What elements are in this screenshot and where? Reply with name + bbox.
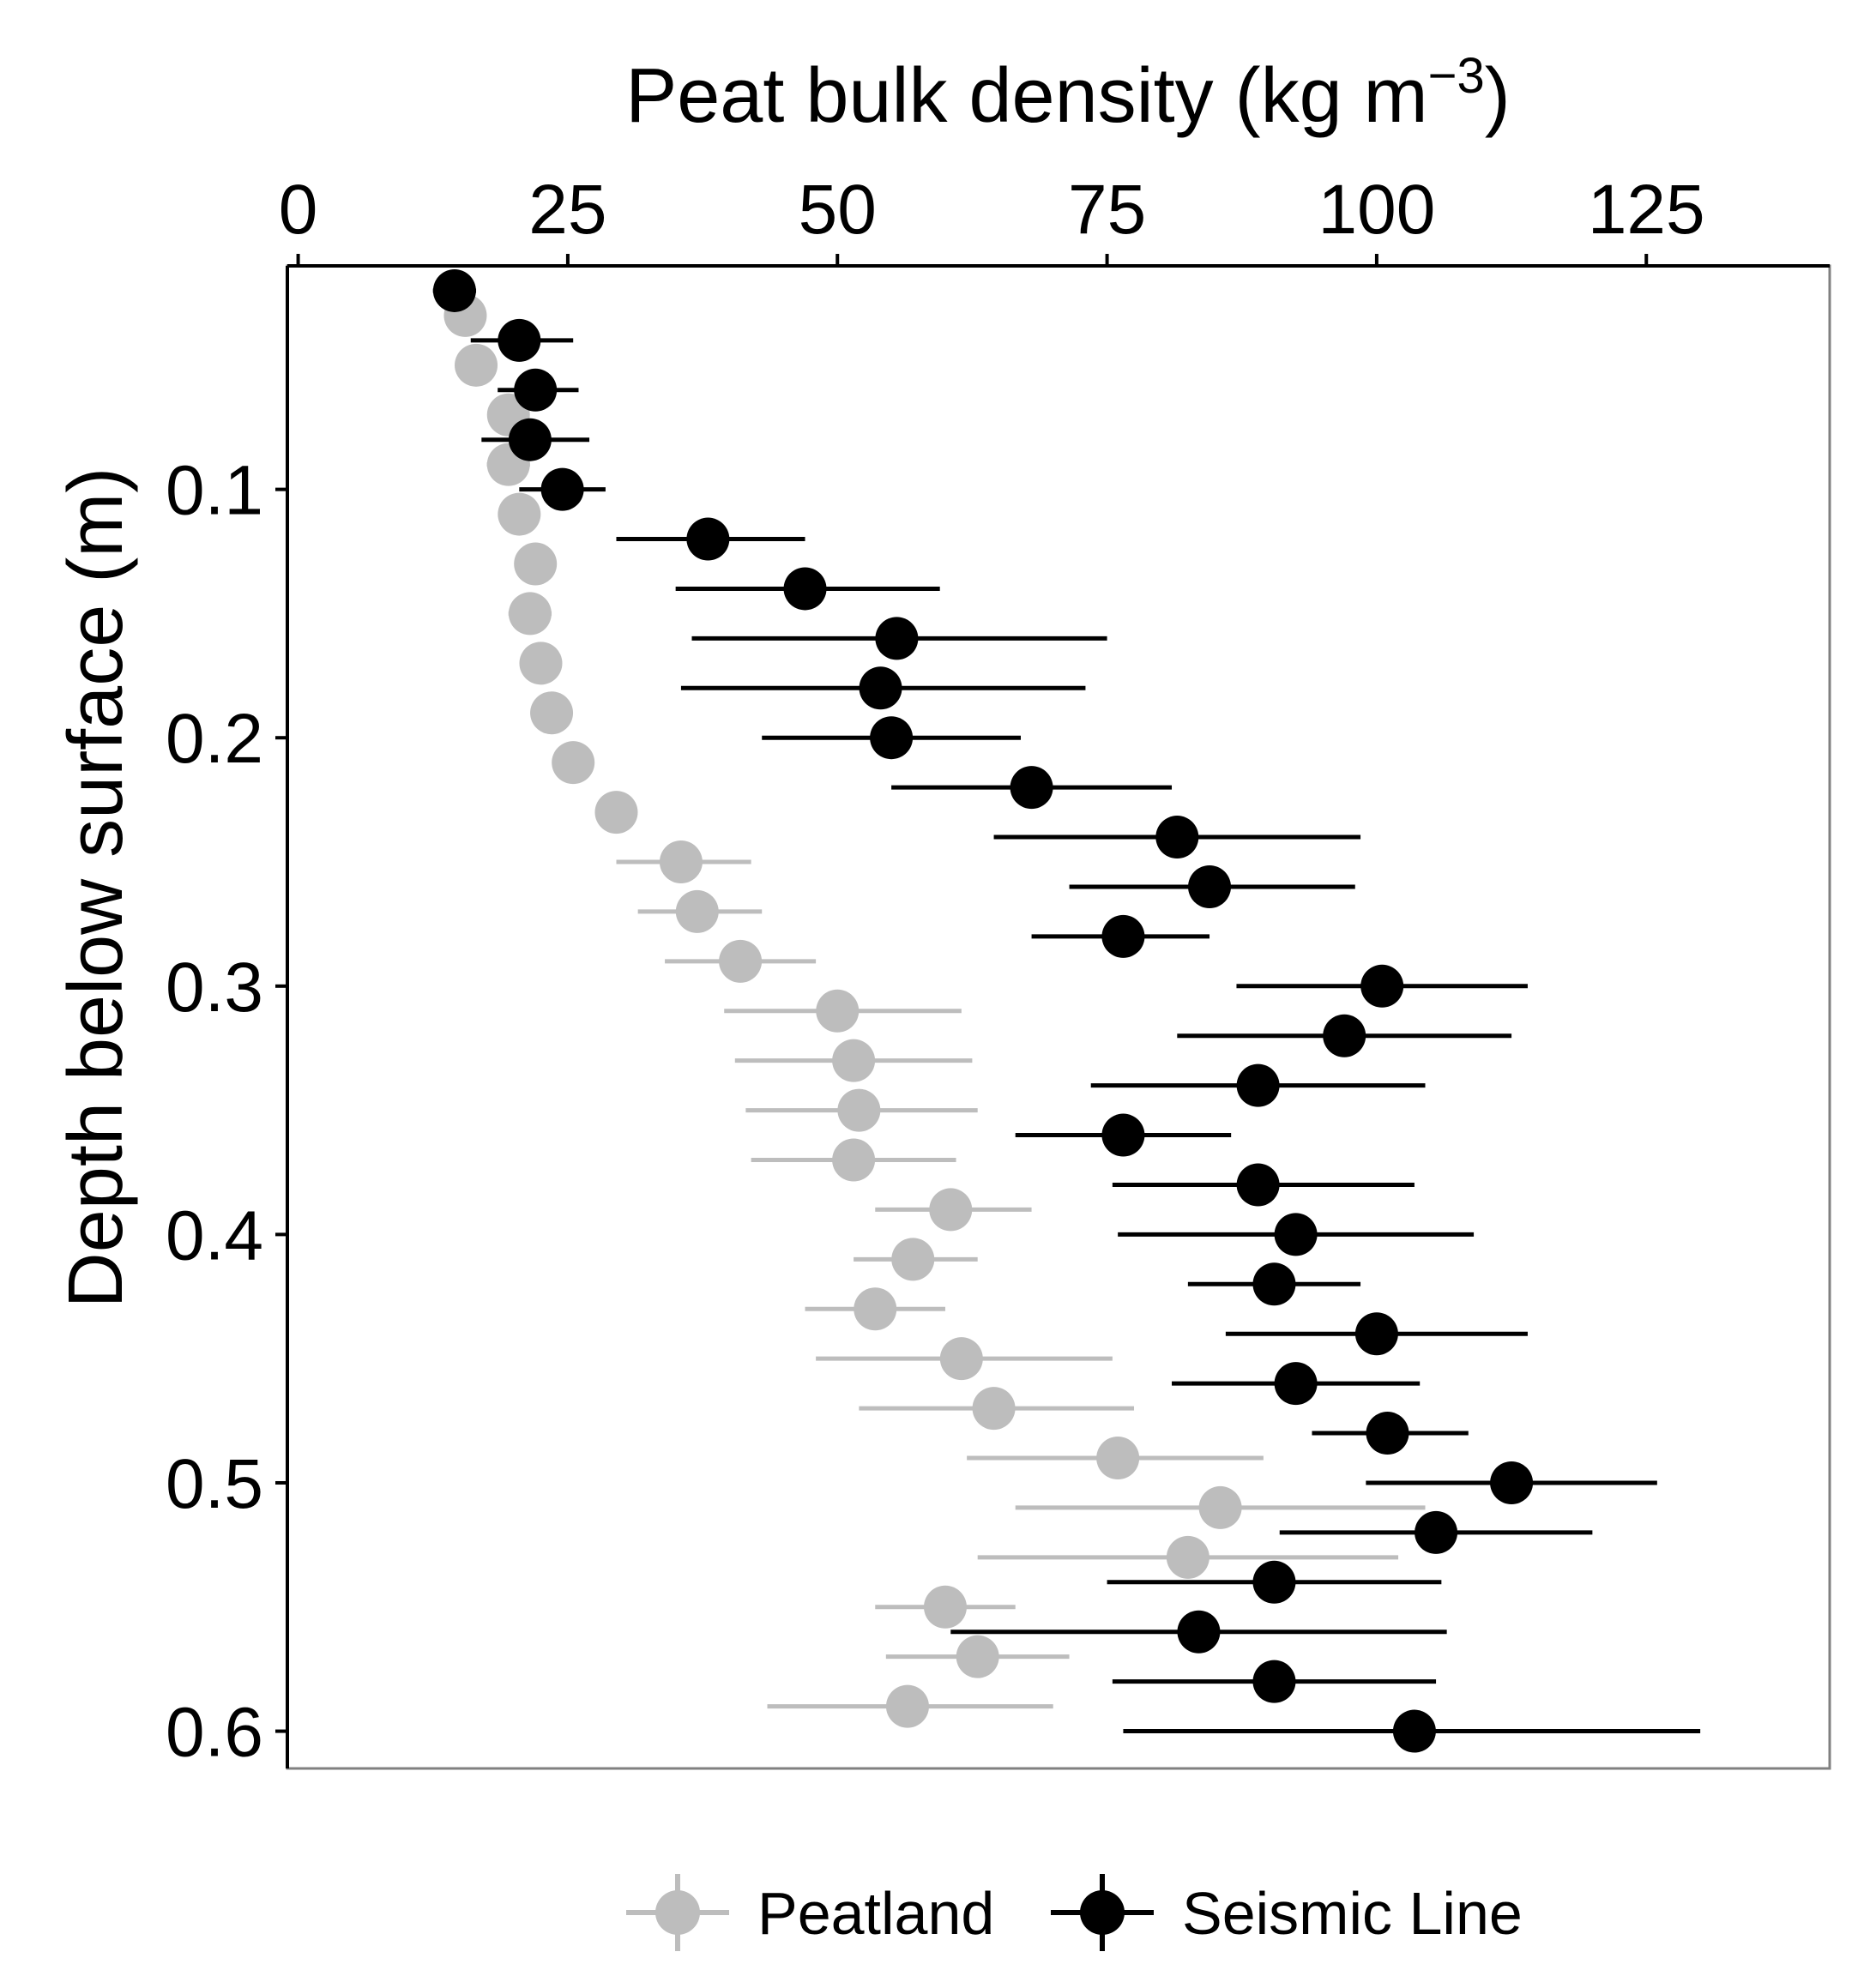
point-seismic-line <box>432 268 476 312</box>
point-peatland <box>956 1635 999 1678</box>
x-tick-label: 100 <box>1318 171 1436 249</box>
y-tick-label: 0.4 <box>166 1196 263 1274</box>
point-peatland <box>719 939 763 983</box>
x-tick-label: 125 <box>1588 171 1705 249</box>
legend-key-peatland-point <box>655 1890 700 1935</box>
legend-key-seismic-line-point <box>1080 1890 1125 1935</box>
point-peatland <box>939 1337 983 1381</box>
point-seismic-line <box>783 567 827 611</box>
y-tick-label: 0.6 <box>166 1694 263 1772</box>
point-peatland <box>514 542 558 586</box>
point-peatland <box>552 741 595 785</box>
point-peatland <box>929 1188 973 1232</box>
point-peatland <box>455 343 498 387</box>
point-seismic-line <box>1392 1709 1436 1753</box>
x-axis-title-main: Peat bulk density (kg m <box>625 53 1427 139</box>
point-peatland <box>832 1039 876 1082</box>
point-seismic-line <box>1236 1163 1280 1207</box>
point-seismic-line <box>1274 1362 1318 1406</box>
x-tick-label: 0 <box>279 171 318 249</box>
y-axis-title: Depth below surface (m) <box>53 467 139 1308</box>
point-seismic-line <box>1415 1510 1458 1554</box>
point-peatland <box>675 889 719 933</box>
plot-area: 0 25 50 75 100 125 0.1 0.2 0.3 0.4 0.5 0.6 <box>166 171 1831 1772</box>
x-axis-title: Peat bulk density (kg m−3) <box>625 48 1511 139</box>
legend: Peatland Seismic Line <box>626 1874 1523 1951</box>
y-tick-label: 0.2 <box>166 700 263 778</box>
legend-label-peatland: Peatland <box>757 1880 994 1947</box>
point-peatland <box>972 1387 1016 1431</box>
legend-label-seismic-line: Seismic Line <box>1182 1880 1523 1947</box>
y-tick-label: 0.1 <box>166 452 263 530</box>
point-seismic-line <box>1252 1262 1296 1306</box>
point-seismic-line <box>1177 1610 1221 1654</box>
point-seismic-line <box>1323 1014 1366 1057</box>
point-seismic-line <box>875 617 919 660</box>
point-seismic-line <box>1360 964 1404 1008</box>
point-seismic-line <box>1101 1113 1145 1157</box>
point-seismic-line <box>1155 816 1199 859</box>
point-peatland <box>498 492 541 536</box>
point-seismic-line <box>540 467 584 511</box>
point-peatland <box>837 1088 881 1132</box>
x-tick-label: 25 <box>528 171 606 249</box>
plot-frame <box>286 264 1831 1770</box>
point-peatland <box>530 691 574 735</box>
point-peatland <box>1166 1535 1209 1579</box>
point-seismic-line <box>1490 1461 1534 1504</box>
x-tick-label: 50 <box>799 171 877 249</box>
point-seismic-line <box>498 318 541 362</box>
point-peatland <box>659 840 703 884</box>
point-seismic-line <box>1010 766 1053 810</box>
x-axis-title-suffix: ) <box>1485 53 1511 139</box>
point-seismic-line <box>1188 864 1232 908</box>
point-peatland <box>891 1238 935 1281</box>
point-seismic-line <box>1366 1412 1409 1455</box>
point-seismic-line <box>1274 1213 1318 1256</box>
legend-item-seismic-line: Seismic Line <box>1051 1874 1523 1951</box>
point-seismic-line <box>1236 1063 1280 1107</box>
point-peatland <box>1096 1437 1140 1480</box>
point-peatland <box>1198 1485 1242 1529</box>
point-seismic-line <box>870 716 914 760</box>
point-peatland <box>519 642 563 685</box>
y-tick-label: 0.3 <box>166 949 263 1027</box>
legend-item-peatland: Peatland <box>626 1874 994 1951</box>
point-peatland <box>832 1138 876 1182</box>
point-seismic-line <box>1101 914 1145 958</box>
series-seismic-line <box>432 268 1701 1753</box>
point-seismic-line <box>1252 1560 1296 1604</box>
point-peatland <box>923 1585 967 1629</box>
series-peatland <box>443 293 1426 1728</box>
point-seismic-line <box>514 368 558 412</box>
point-seismic-line <box>1354 1312 1398 1356</box>
point-peatland <box>816 989 860 1033</box>
point-seismic-line <box>859 666 902 710</box>
point-peatland <box>854 1287 897 1331</box>
x-tick-label: 75 <box>1068 171 1146 249</box>
point-peatland <box>508 592 552 636</box>
x-axis-title-superscript: −3 <box>1428 48 1485 104</box>
point-peatland <box>594 791 638 834</box>
y-tick-label: 0.5 <box>166 1445 263 1523</box>
point-seismic-line <box>508 418 552 461</box>
point-peatland <box>885 1684 929 1728</box>
point-seismic-line <box>686 517 730 561</box>
point-seismic-line <box>1252 1660 1296 1703</box>
